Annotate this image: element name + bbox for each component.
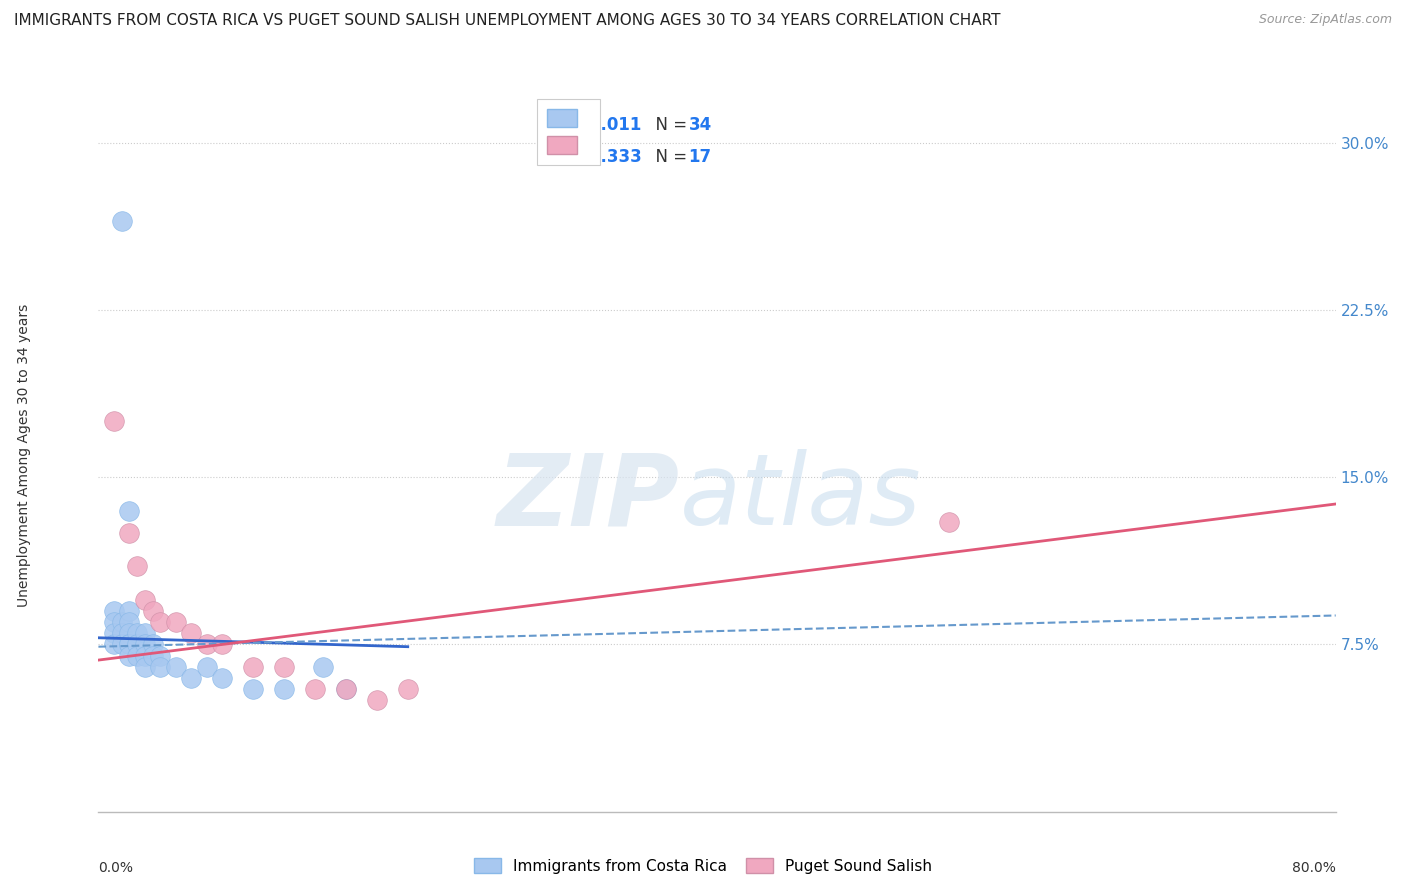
Point [103, 626, 125, 640]
Point [165, 615, 187, 630]
Point [134, 637, 156, 651]
Point [134, 592, 156, 607]
Point [111, 213, 134, 227]
Text: 34: 34 [689, 116, 711, 134]
Point [118, 626, 141, 640]
Point [127, 648, 149, 663]
Point [134, 648, 156, 663]
Point [111, 615, 134, 630]
Point [118, 503, 141, 517]
Point [103, 637, 125, 651]
Point [118, 637, 141, 651]
Point [149, 660, 172, 674]
Text: R =: R = [547, 116, 583, 134]
Point [103, 615, 125, 630]
Point [938, 515, 960, 529]
Point [149, 615, 172, 630]
Point [142, 648, 165, 663]
Text: Source: ZipAtlas.com: Source: ZipAtlas.com [1258, 13, 1392, 27]
Point [134, 660, 156, 674]
Point [396, 681, 419, 696]
Point [127, 626, 149, 640]
Point [195, 660, 218, 674]
Point [180, 671, 202, 685]
Point [127, 559, 149, 574]
Point [142, 604, 165, 618]
Text: 0.0%: 0.0% [98, 861, 134, 875]
Point [111, 637, 134, 651]
Point [366, 693, 388, 707]
Text: 0.333: 0.333 [589, 148, 643, 166]
Point [142, 637, 165, 651]
Point [118, 615, 141, 630]
Text: 80.0%: 80.0% [1292, 861, 1336, 875]
Point [335, 681, 357, 696]
Legend: , : , [537, 99, 600, 165]
Point [118, 604, 141, 618]
Point [180, 626, 202, 640]
Text: 0.011: 0.011 [589, 116, 643, 134]
Point [165, 660, 187, 674]
Text: atlas: atlas [681, 450, 921, 546]
Text: ZIP: ZIP [496, 450, 681, 546]
Text: Unemployment Among Ages 30 to 34 years: Unemployment Among Ages 30 to 34 years [17, 303, 31, 607]
Text: 17: 17 [689, 148, 711, 166]
Point [134, 626, 156, 640]
Point [118, 526, 141, 541]
Point [127, 637, 149, 651]
Point [103, 414, 125, 429]
Legend: Immigrants from Costa Rica, Puget Sound Salish: Immigrants from Costa Rica, Puget Sound … [468, 852, 938, 880]
Point [103, 604, 125, 618]
Point [242, 681, 264, 696]
Text: R =: R = [547, 148, 583, 166]
Point [273, 660, 295, 674]
Point [118, 648, 141, 663]
Point [273, 681, 295, 696]
Point [211, 637, 233, 651]
Point [335, 681, 357, 696]
Point [111, 626, 134, 640]
Point [195, 637, 218, 651]
Point [304, 681, 326, 696]
Point [312, 660, 335, 674]
Point [211, 671, 233, 685]
Point [118, 637, 141, 651]
Point [149, 648, 172, 663]
Text: N =: N = [645, 116, 693, 134]
Point [242, 660, 264, 674]
Text: IMMIGRANTS FROM COSTA RICA VS PUGET SOUND SALISH UNEMPLOYMENT AMONG AGES 30 TO 3: IMMIGRANTS FROM COSTA RICA VS PUGET SOUN… [14, 13, 1001, 29]
Text: N =: N = [645, 148, 693, 166]
